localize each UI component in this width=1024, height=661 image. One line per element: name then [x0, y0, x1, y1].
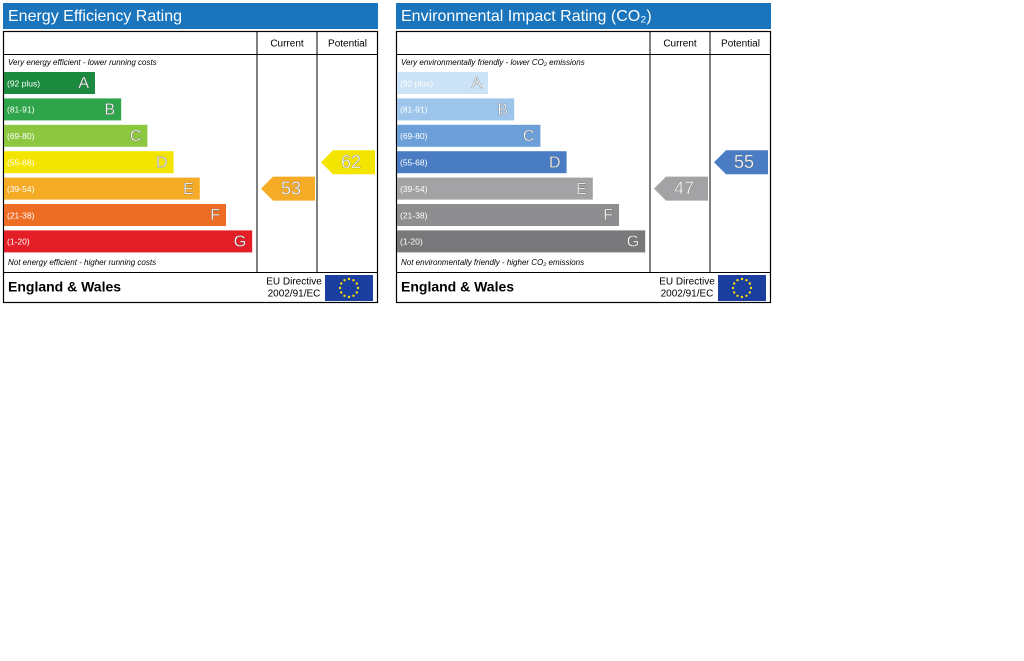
rating-band [4, 72, 95, 94]
band-letter: D [156, 154, 168, 171]
eu-star [745, 294, 748, 297]
eu-star [355, 282, 358, 285]
region-label: England & Wales [401, 279, 514, 295]
rating-arrow [654, 176, 708, 201]
rating-value: 53 [281, 178, 301, 198]
eu-star [343, 294, 346, 297]
eu-star [745, 279, 748, 282]
band-range: (81-91) [400, 105, 428, 115]
band-letter: E [576, 181, 587, 198]
eu-star [340, 291, 343, 294]
band-letter: G [627, 234, 639, 251]
eu-star [749, 286, 753, 290]
rating-band [4, 177, 200, 200]
band-range: (92 plus) [400, 78, 433, 88]
rating-value: 55 [734, 152, 754, 172]
band-letter: A [78, 75, 89, 92]
eu-star [740, 277, 744, 281]
rating-value: 62 [341, 152, 361, 172]
eu-star [347, 277, 351, 281]
eu-star [748, 282, 751, 285]
band-letter: C [523, 128, 535, 145]
rating-band [4, 124, 148, 147]
eu-star [338, 286, 342, 290]
band-letter: F [210, 207, 220, 224]
rating-band [397, 98, 515, 121]
band-letter: B [105, 102, 116, 119]
eu-star [736, 294, 739, 297]
band-range: (1-20) [7, 237, 30, 247]
rating-value: 47 [674, 178, 694, 198]
title-bar [3, 3, 378, 29]
title-bar [396, 3, 771, 29]
region-label: England & Wales [8, 279, 121, 295]
eu-star [340, 282, 343, 285]
band-letter: E [183, 181, 194, 198]
band-letter: G [234, 234, 246, 251]
rating-band [4, 151, 174, 174]
eu-star [347, 295, 351, 299]
column-header: Current [270, 39, 304, 50]
column-header: Potential [328, 39, 367, 50]
eu-star [733, 282, 736, 285]
band-range: (55-68) [400, 157, 428, 167]
column-header: Current [663, 39, 697, 50]
eu-star [343, 279, 346, 282]
eu-star [740, 295, 744, 299]
band-range: (55-68) [7, 157, 35, 167]
band-range: (39-54) [7, 184, 35, 194]
eu-star [736, 279, 739, 282]
band-letter: A [471, 75, 482, 92]
eu-star [356, 286, 360, 290]
rating-band [397, 72, 488, 94]
panel-frame [395, 30, 772, 304]
directive-line: 2002/91/EC [268, 289, 321, 300]
rating-band [397, 230, 646, 253]
top-note: Very energy efficient - lower running co… [8, 58, 157, 67]
rating-band [397, 124, 541, 147]
band-range: (69-80) [400, 131, 428, 141]
rating-band [4, 204, 226, 226]
band-letter: D [549, 154, 561, 171]
rating-band [397, 177, 593, 200]
directive-line: 2002/91/EC [661, 289, 714, 300]
band-letter: F [603, 207, 613, 224]
rating-arrow [714, 150, 768, 175]
band-letter: B [498, 102, 509, 119]
directive-line: EU Directive [659, 277, 715, 288]
rating-band [4, 230, 253, 253]
eu-star [352, 294, 355, 297]
rating-band [397, 204, 619, 226]
band-range: (81-91) [7, 105, 35, 115]
eu-star [355, 291, 358, 294]
eu-star [733, 291, 736, 294]
rating-band [4, 98, 122, 121]
band-letter: C [130, 128, 142, 145]
band-range: (69-80) [7, 131, 35, 141]
bottom-note: Not environmentally friendly - higher CO… [401, 258, 584, 267]
panel-frame [2, 30, 379, 304]
band-range: (21-38) [400, 210, 428, 220]
rating-arrow [321, 150, 375, 175]
rating-band [397, 151, 567, 174]
band-range: (1-20) [400, 237, 423, 247]
panel-title: Energy Efficiency Rating [8, 8, 182, 25]
band-range: (21-38) [7, 210, 35, 220]
panel-title: Environmental Impact Rating (CO₂) [401, 8, 652, 25]
eu-star [731, 286, 735, 290]
band-range: (92 plus) [7, 78, 40, 88]
top-note: Very environmentally friendly - lower CO… [401, 58, 585, 67]
directive-line: EU Directive [266, 277, 322, 288]
bottom-note: Not energy efficient - higher running co… [8, 258, 156, 267]
eu-star [352, 279, 355, 282]
eu-star [748, 291, 751, 294]
rating-arrow [261, 176, 315, 201]
column-header: Potential [721, 39, 760, 50]
band-range: (39-54) [400, 184, 428, 194]
